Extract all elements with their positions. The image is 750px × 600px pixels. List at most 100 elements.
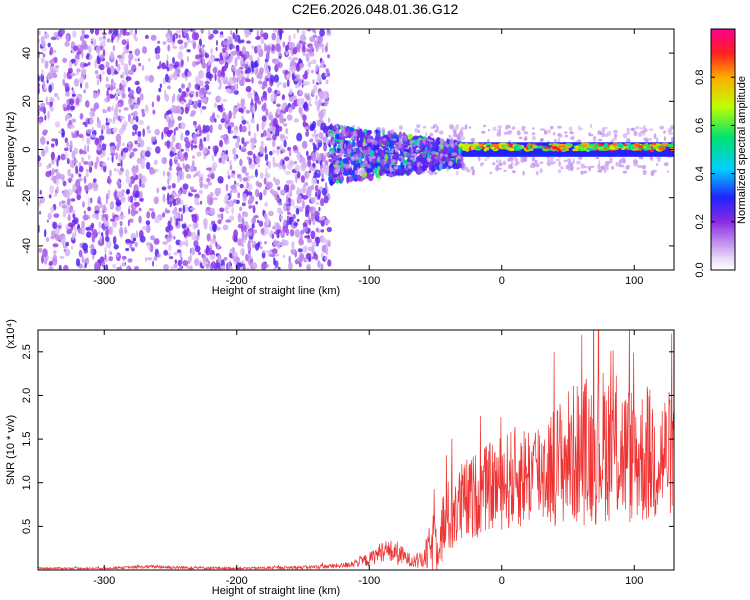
spectrogram-cell [189,207,196,211]
spectrogram-cell [180,213,183,222]
spectrogram-cell [141,159,145,167]
spectrogram-cell [572,158,575,165]
spectrogram-cell [204,80,210,85]
spectrogram-cell [59,173,65,180]
spectrogram-cell [42,80,46,88]
spectrogram-cell [590,165,595,168]
spectrogram-cell [84,184,89,192]
spectrogram-cell [505,146,509,150]
spectrogram-cell [407,158,412,163]
spectrogram-cell [48,266,54,270]
spectrogram-cell [167,44,171,52]
spectrogram-cell [288,96,294,102]
spectrogram-cell [102,71,105,75]
spectrogram-cell [87,144,90,153]
spectrogram-cell [299,63,305,68]
spectrogram-cell [417,139,420,144]
spectrogram-cell [125,76,132,81]
spectrogram-cell [40,102,46,108]
spectrogram-cell [162,212,166,218]
spectrogram-cell [438,130,444,135]
spectrogram-cell [320,229,325,233]
spectrogram-cell [74,54,79,60]
spectrogram-cell [99,73,102,83]
spectrogram-cell [282,254,286,259]
spectrogram-cell [153,196,159,205]
spectrogram-cell [94,29,100,36]
spectrogram-cell [122,147,129,153]
spectrogram-cell [60,238,66,244]
spectrogram-cell [492,162,496,166]
spectrogram-cell [277,186,281,191]
spectrogram-cell [407,161,412,168]
spectrogram-cell [249,163,255,170]
spectrogram-cell [115,204,122,212]
chart-title: C2E6.2026.048.01.36.G12 [291,1,459,17]
spectrogram-cell [348,160,351,163]
spectrogram-cell [75,179,81,189]
spectrogram-cell [302,44,306,53]
spectrogram-cell [637,164,643,169]
spectrogram-cell [325,133,329,138]
spectrogram-cell [306,155,312,161]
spectrogram-cell [626,164,630,168]
spectrogram-cell [84,81,89,90]
spectrogram-cell [557,125,562,129]
spectrogram-cell [192,133,198,142]
spectrogram-cell [339,174,343,178]
spectrogram-cell [90,29,94,34]
spectrogram-cell [302,120,307,128]
spectrogram-cell [315,152,319,156]
spectrogram-cell [119,82,122,92]
spectrogram-cell [320,263,324,270]
spectrogram-cell [306,150,309,157]
spectrogram-cell [196,151,202,157]
spectrogram-cell [306,238,313,244]
spectrogram-cell [225,113,229,121]
spectrogram-cell [622,133,628,139]
spectrogram-cell [64,248,71,257]
spectrogram-cell [296,43,301,53]
spectrogram-cell [350,135,355,141]
spectrogram-cell [464,124,468,130]
spectrogram-cell [246,72,250,77]
spectrogram-cell [47,42,51,48]
spectrogram-cell [663,136,667,142]
spectrogram-cell [190,40,195,44]
spectrogram-cell [225,149,229,156]
spectrogram-cell [302,199,305,209]
spectrogram-cell [222,40,228,46]
spectrogram-cell [218,187,221,195]
spectrogram-x-label: Height of straight line (km) [212,285,340,297]
spectrogram-cell [118,153,122,162]
spectrogram-cell [378,139,382,147]
spectrogram-cell [377,166,381,171]
spectrogram-cell [137,130,142,137]
spectrogram-cell [416,163,420,168]
spectrogram-cell [90,248,94,255]
spectrogram-cell [53,92,59,98]
spectrogram-cell [342,158,349,164]
spectrogram-cell [508,165,514,169]
spectrogram-cell [270,253,275,258]
spectrogram-cell [93,102,100,110]
spectrogram-cell [226,210,229,214]
spectrogram-cell [274,130,280,137]
spectrogram-cell [283,219,287,227]
spectrogram-cell [356,135,360,144]
spectrogram-cell [484,158,487,162]
spectrogram-cell [76,193,81,201]
spectrogram-cell [632,159,638,164]
spectrogram-cell [95,45,101,55]
spectrogram-cell [394,168,400,176]
spectrogram-cell [595,157,600,160]
spectrogram-cell [384,158,387,165]
spectrogram-cell [226,42,230,51]
spectrogram-cell [48,260,53,266]
spectrogram-cell [245,78,251,83]
spectrogram-cell [178,34,181,39]
spectrogram-cell [96,55,100,65]
spectrogram-cell [133,201,140,207]
spectrogram-cell [193,174,197,178]
spectrogram-cell [121,92,126,99]
